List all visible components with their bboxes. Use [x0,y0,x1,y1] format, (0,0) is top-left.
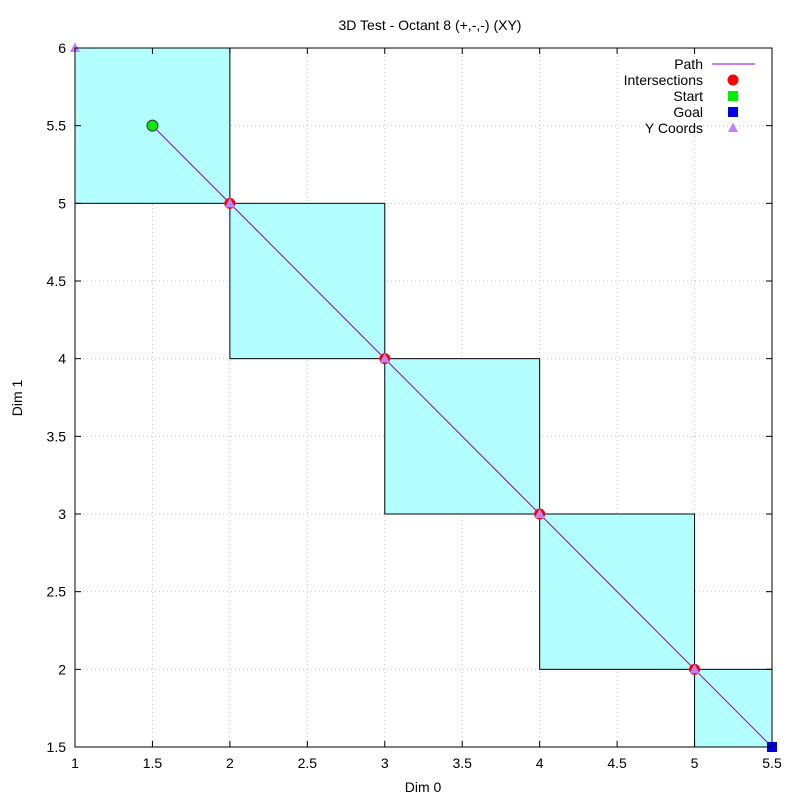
y-axis-label: Dim 1 [9,380,25,417]
y-tick-label: 2.5 [47,584,67,600]
start-marker [146,119,159,132]
x-axis-label: Dim 0 [405,779,442,795]
y-axis-ticks: 1.5 2 2.5 3 3.5 4 4.5 5 5.5 6 [47,40,772,755]
x-tick-label: 3.5 [452,755,472,771]
y-tick-label: 5.5 [47,118,67,134]
x-tick-label: 2 [226,755,234,771]
x-tick-label: 5.5 [762,755,782,771]
y-tick-label: 3 [58,506,66,522]
x-tick-label: 4 [536,755,544,771]
legend-label: Goal [673,104,703,120]
y-coords-marker [70,42,80,52]
y-coords-marker [224,197,235,208]
legend-swatch [728,91,738,101]
path-line [152,125,773,748]
y-coords-marker [534,508,545,518]
y-tick-label: 1.5 [47,739,67,755]
x-tick-label: 5 [691,755,699,771]
legend-label: Y Coords [645,120,703,136]
x-tick-label: 2.5 [298,755,318,771]
y-tick-label: 5 [58,195,66,211]
y-tick-label: 4 [58,351,66,367]
plot-frame [74,47,773,748]
y-tick-label: 2 [58,661,66,677]
y-coords-marker [379,353,390,363]
x-tick-label: 3 [381,755,389,771]
chart-title: 3D Test - Octant 8 (+,-,-) (XY) [339,17,522,33]
x-tick-label: 1 [71,755,79,771]
x-tick-label: 1.5 [143,755,163,771]
series-layer [70,42,777,752]
legend-label: Intersections [624,72,703,88]
y-coords-marker [689,663,700,674]
x-tick-label: 4.5 [607,755,627,771]
legend-swatch [727,74,739,86]
legend-label: Start [673,88,703,104]
y-tick-label: 4.5 [47,273,67,289]
y-tick-label: 3.5 [47,428,67,444]
legend-label: Path [674,56,703,72]
x-axis-ticks: 1 1.5 2 2.5 3 3.5 4 4.5 5 5.5 [71,48,782,771]
legend-swatch [728,107,738,117]
y-tick-label: 6 [58,40,66,56]
legend-swatch [728,122,738,132]
